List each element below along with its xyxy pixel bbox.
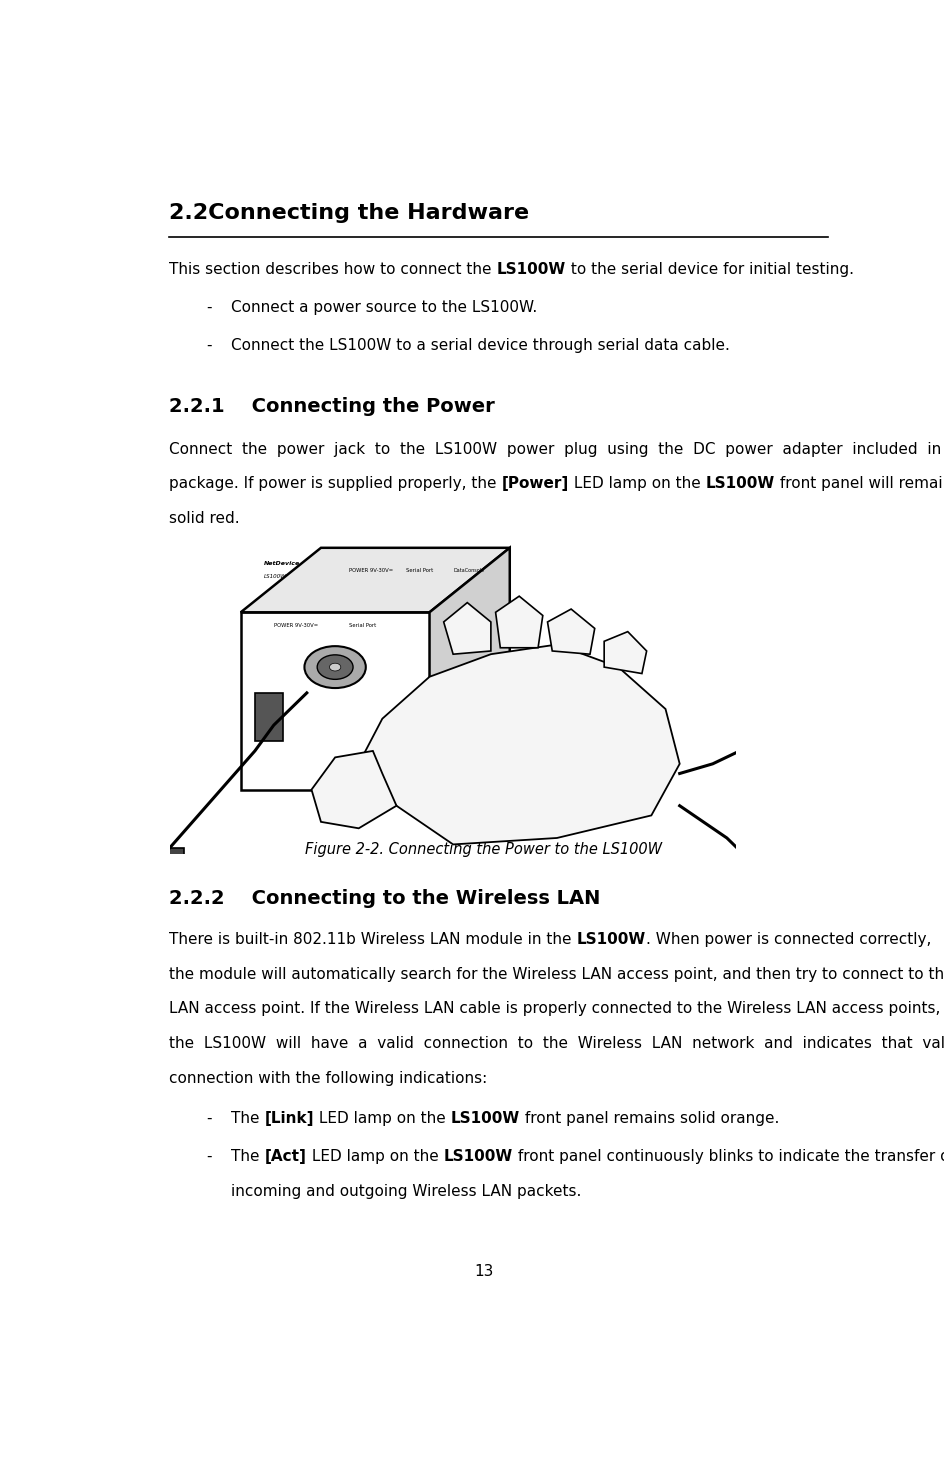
Text: -: - bbox=[206, 299, 211, 315]
Text: LS100W: LS100W bbox=[497, 261, 565, 277]
Text: LAN access point. If the Wireless LAN cable is properly connected to the Wireles: LAN access point. If the Wireless LAN ca… bbox=[169, 1002, 940, 1016]
Circle shape bbox=[317, 656, 353, 679]
Polygon shape bbox=[430, 548, 510, 790]
Text: connection with the following indications:: connection with the following indication… bbox=[169, 1072, 487, 1086]
Polygon shape bbox=[241, 612, 430, 790]
Text: The: The bbox=[231, 1149, 264, 1164]
Text: -: - bbox=[206, 1111, 211, 1126]
Text: -: - bbox=[206, 1149, 211, 1164]
Text: front panel will remain: front panel will remain bbox=[775, 476, 944, 492]
Text: 2.2.1    Connecting the Power: 2.2.1 Connecting the Power bbox=[169, 397, 495, 416]
Text: Connect the LS100W to a serial device through serial data cable.: Connect the LS100W to a serial device th… bbox=[231, 339, 731, 353]
Bar bbox=[132, 848, 184, 870]
Text: Connect a power source to the LS100W.: Connect a power source to the LS100W. bbox=[231, 299, 538, 315]
Text: front panel remains solid orange.: front panel remains solid orange. bbox=[520, 1111, 780, 1126]
Text: Connect  the  power  jack  to  the  LS100W  power  plug  using  the  DC  power  : Connect the power jack to the LS100W pow… bbox=[169, 441, 944, 457]
Text: the  LS100W  will  have  a  valid  connection  to  the  Wireless  LAN  network  : the LS100W will have a valid connection … bbox=[169, 1037, 944, 1051]
Text: -: - bbox=[206, 339, 211, 353]
Text: 2.2.2    Connecting to the Wireless LAN: 2.2.2 Connecting to the Wireless LAN bbox=[169, 889, 600, 908]
Text: POWER 9V-30V=: POWER 9V-30V= bbox=[349, 568, 394, 572]
Text: . When power is connected correctly,: . When power is connected correctly, bbox=[646, 931, 931, 946]
Text: POWER 9V-30V=: POWER 9V-30V= bbox=[274, 622, 318, 628]
Text: solid red.: solid red. bbox=[169, 511, 240, 527]
Text: LS100W: LS100W bbox=[444, 1149, 513, 1164]
Polygon shape bbox=[604, 632, 647, 673]
Text: incoming and outgoing Wireless LAN packets.: incoming and outgoing Wireless LAN packe… bbox=[231, 1184, 582, 1199]
Text: the module will automatically search for the Wireless LAN access point, and then: the module will automatically search for… bbox=[169, 967, 944, 981]
Text: NetDevice: NetDevice bbox=[264, 562, 300, 566]
Text: This section describes how to connect the: This section describes how to connect th… bbox=[169, 261, 497, 277]
Text: LS100W: LS100W bbox=[705, 476, 775, 492]
Polygon shape bbox=[444, 603, 491, 654]
Text: Serial Port: Serial Port bbox=[349, 622, 377, 628]
Text: DataConsole: DataConsole bbox=[453, 568, 484, 572]
Circle shape bbox=[304, 647, 366, 688]
Text: LED lamp on the: LED lamp on the bbox=[569, 476, 705, 492]
Bar bbox=[255, 694, 283, 742]
Text: 2.2Connecting the Hardware: 2.2Connecting the Hardware bbox=[169, 203, 530, 223]
Circle shape bbox=[329, 663, 341, 672]
Polygon shape bbox=[241, 548, 510, 612]
Text: The: The bbox=[231, 1111, 264, 1126]
Text: LED lamp on the: LED lamp on the bbox=[307, 1149, 444, 1164]
Text: package. If power is supplied properly, the: package. If power is supplied properly, … bbox=[169, 476, 501, 492]
Text: [Act]: [Act] bbox=[264, 1149, 307, 1164]
Polygon shape bbox=[359, 644, 680, 844]
Text: LS100W: LS100W bbox=[577, 931, 646, 946]
Text: LS100W: LS100W bbox=[264, 574, 287, 580]
Text: LED lamp on the: LED lamp on the bbox=[314, 1111, 451, 1126]
Text: There is built-in 802.11b Wireless LAN module in the: There is built-in 802.11b Wireless LAN m… bbox=[169, 931, 577, 946]
Text: LS100W: LS100W bbox=[451, 1111, 520, 1126]
Polygon shape bbox=[548, 609, 595, 654]
Text: 13: 13 bbox=[474, 1264, 494, 1279]
Text: front panel continuously blinks to indicate the transfer of the: front panel continuously blinks to indic… bbox=[513, 1149, 944, 1164]
Text: [Power]: [Power] bbox=[501, 476, 569, 492]
Polygon shape bbox=[496, 596, 543, 648]
Text: [Link]: [Link] bbox=[264, 1111, 314, 1126]
Text: Serial Port: Serial Port bbox=[406, 568, 433, 572]
Text: to the serial device for initial testing.: to the serial device for initial testing… bbox=[565, 261, 853, 277]
Polygon shape bbox=[312, 750, 396, 828]
Text: Figure 2-2. Connecting the Power to the LS100W: Figure 2-2. Connecting the Power to the … bbox=[305, 842, 663, 857]
